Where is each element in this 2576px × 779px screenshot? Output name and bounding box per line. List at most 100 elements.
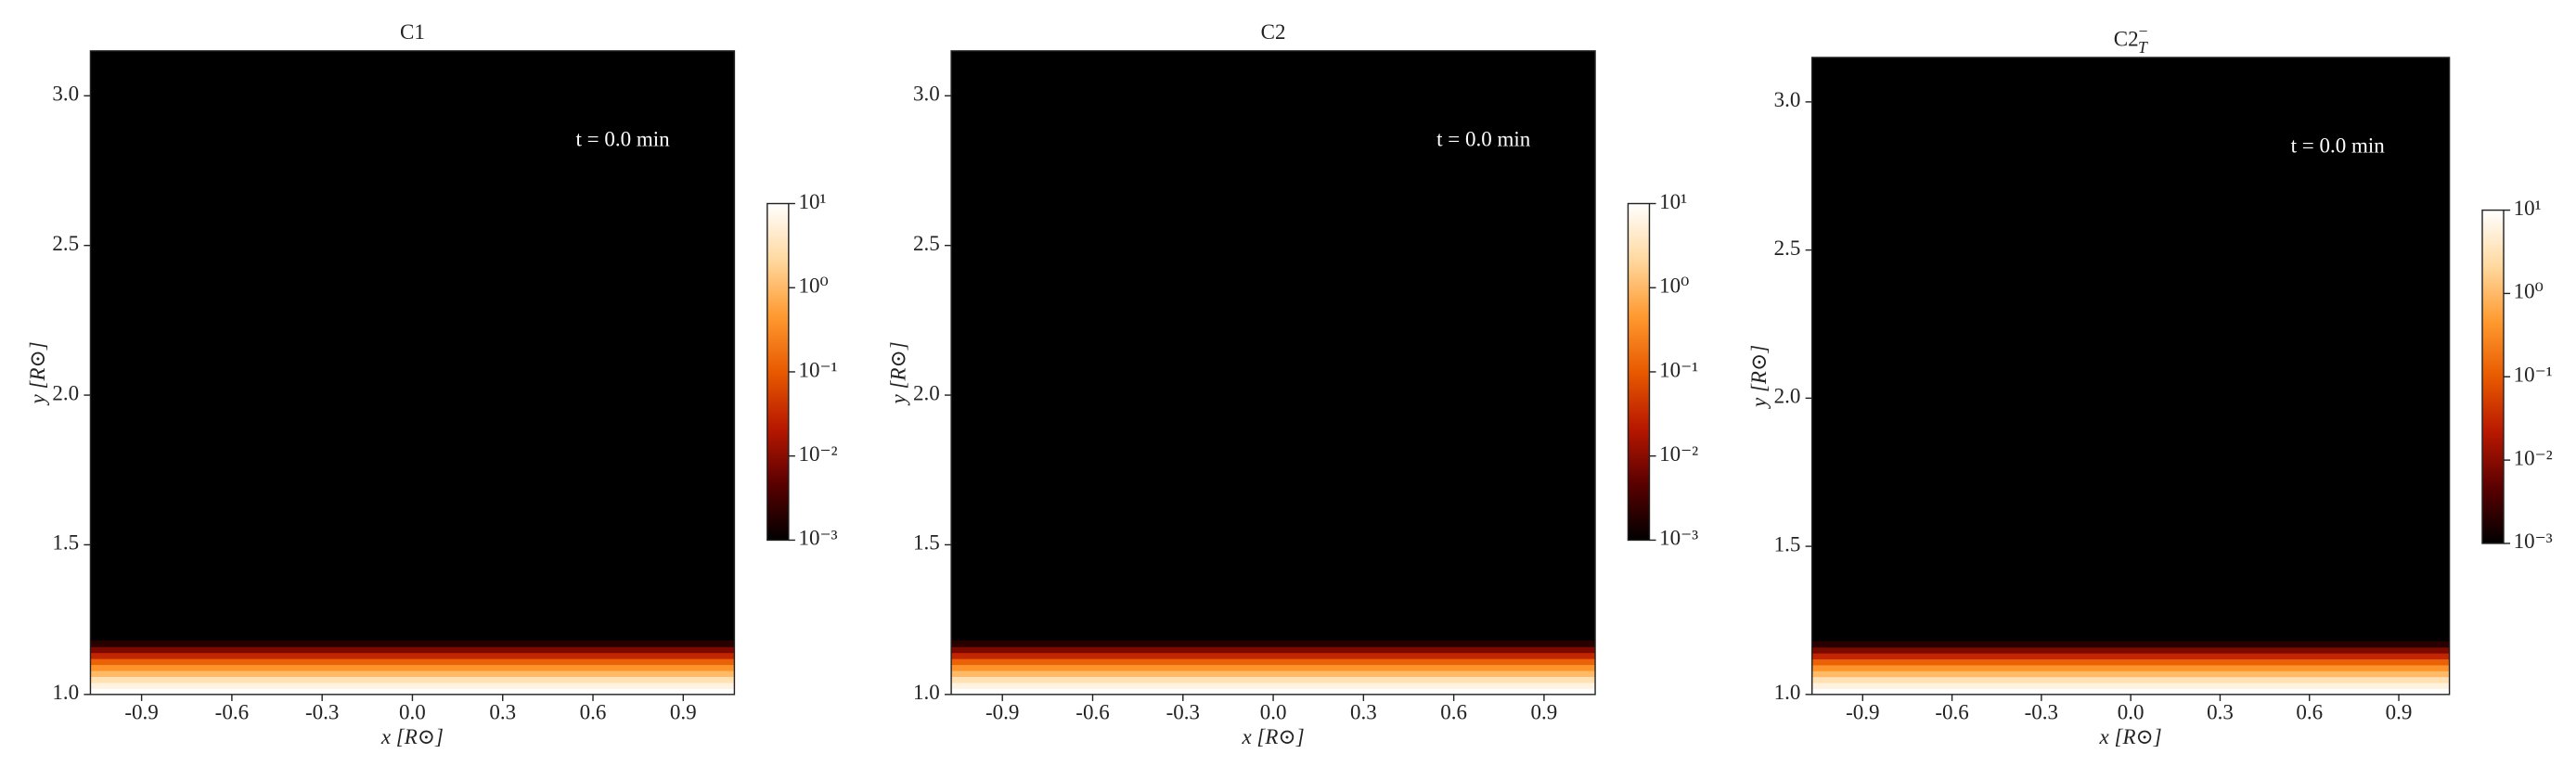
x-axis-label: x [R⊙] [1241, 724, 1304, 748]
heatmap-row [1811, 664, 2450, 671]
chart-title: C2− T [2114, 21, 2148, 57]
x-axis-label: x [R⊙] [2099, 724, 2162, 748]
colorbar-tick-label: 10¹ [2514, 196, 2542, 220]
colorbar-tick-label: 10⁰ [798, 274, 828, 298]
y-tick-label: 2.0 [1774, 384, 1801, 408]
x-tick-label: -0.6 [215, 699, 249, 723]
colorbar-tick-label: 10¹ [1659, 189, 1687, 213]
panel: C2− Tt = 0.0 min-0.9 -0.6 -0.3 0.0 0.3 0.6 0.91… [1746, 21, 2553, 747]
colorbar-tick-label: 10⁻² [2514, 445, 2553, 469]
y-axis-label: y [R⊙] [885, 341, 909, 405]
colorbar-tick-label: 10⁻³ [1659, 526, 1698, 550]
y-tick-label: 2.5 [913, 231, 940, 255]
colorbar-tick-label: 10⁻¹ [2514, 363, 2553, 387]
x-tick-label: 0.0 [399, 699, 426, 723]
x-tick-label: -0.9 [1846, 699, 1879, 723]
title-text: C2 [2114, 27, 2139, 51]
heatmap-row [951, 640, 1596, 647]
y-tick-label: 2.5 [1774, 236, 1801, 260]
x-tick-label: -0.3 [305, 699, 339, 723]
y-tick-label: 1.0 [52, 680, 79, 704]
colorbar-tick-label: 10⁻¹ [798, 357, 837, 381]
heatmap-row [90, 682, 735, 689]
panel: C2 t = 0.0 min -0.9 -0.6 -0.3 0.0 0.3 0.6 0.9 1.0… [885, 19, 1698, 747]
heatmap-row [1811, 653, 2450, 660]
x-tick-label: 0.6 [580, 699, 607, 723]
annotation: t = 0.0 min [575, 127, 670, 151]
plot-area [90, 50, 735, 695]
heatmap-row [90, 670, 735, 677]
colorbar-tick-label: 10¹ [798, 189, 826, 213]
heatmap-row [90, 640, 735, 647]
title-superscript: − [2139, 21, 2148, 40]
heatmap-row [1811, 641, 2450, 648]
colorbar [1627, 202, 1651, 542]
x-tick-label: 0.3 [489, 699, 516, 723]
colorbar-tick-label: 10⁻² [798, 441, 837, 466]
heatmap-row [951, 658, 1596, 666]
heatmap-row [90, 652, 735, 659]
colorbar-tick-label: 10⁻¹ [1659, 357, 1698, 381]
x-tick-label: 0.0 [1260, 699, 1287, 723]
heatmap-row [90, 688, 735, 696]
x-tick-label: 0.3 [2207, 699, 2234, 723]
colorbar-tick-label: 10⁰ [2514, 279, 2544, 303]
colorbar-tick-label: 10⁻² [1659, 441, 1698, 466]
y-tick-label: 1.0 [913, 680, 940, 704]
y-tick-label: 3.0 [52, 82, 79, 106]
heatmap-row [90, 664, 735, 671]
y-tick-label: 3.0 [1774, 87, 1801, 111]
plot-area [1811, 57, 2450, 695]
x-tick-label: -0.3 [1166, 699, 1200, 723]
y-tick-label: 1.5 [1774, 531, 1801, 556]
panel: C1 t = 0.0 min -0.9 -0.6 -0.3 0.0 0.3 0.6 0.9 1.0… [25, 19, 838, 747]
y-axis-label: y [R⊙] [1746, 345, 1771, 409]
heatmap-row [90, 646, 735, 654]
y-tick-label: 1.5 [913, 530, 940, 555]
heatmap-row [1811, 670, 2450, 678]
x-tick-label: 0.9 [670, 699, 697, 723]
plot-area [951, 50, 1596, 695]
heatmap-row [1811, 676, 2450, 683]
chart-title: C2 [1261, 19, 1286, 44]
heatmap-row [1811, 646, 2450, 654]
x-tick-label: -0.6 [1935, 699, 1968, 723]
x-tick-label: 0.9 [1531, 699, 1558, 723]
y-tick-label: 2.0 [52, 380, 79, 404]
title-subscript: T [2138, 38, 2148, 57]
x-tick-label: 0.0 [2118, 699, 2145, 723]
annotation: t = 0.0 min [2291, 134, 2386, 158]
heatmap-row [951, 688, 1596, 696]
colorbar-tick-label: 10⁻³ [2514, 529, 2553, 553]
colorbar [2481, 209, 2505, 544]
heatmap-row [90, 658, 735, 666]
colorbar-tick-label: 10⁰ [1659, 274, 1689, 298]
colorbar-tick-label: 10⁻³ [798, 526, 837, 550]
heatmap-row [1811, 688, 2450, 696]
title-text: C1 [400, 19, 425, 44]
y-tick-label: 2.5 [52, 231, 79, 255]
heatmap-row [1811, 683, 2450, 689]
x-axis-label: x [R⊙] [380, 724, 444, 748]
colorbar [766, 202, 790, 542]
x-tick-label: 0.6 [1440, 699, 1467, 723]
x-tick-label: -0.3 [2025, 699, 2058, 723]
x-tick-label: -0.9 [985, 699, 1019, 723]
y-tick-label: 3.0 [913, 82, 940, 106]
y-tick-label: 1.0 [1774, 680, 1801, 704]
heatmap-row [951, 664, 1596, 671]
x-tick-label: 0.3 [1350, 699, 1377, 723]
heatmap-row [951, 682, 1596, 689]
heatmap-row [951, 670, 1596, 677]
title-text: C2 [1261, 19, 1286, 44]
y-axis-label: y [R⊙] [25, 341, 49, 405]
x-tick-label: -0.9 [124, 699, 158, 723]
heatmap-row [90, 676, 735, 683]
heatmap-row [951, 652, 1596, 659]
y-tick-label: 1.5 [52, 530, 79, 555]
chart-title: C1 [400, 19, 425, 44]
x-tick-label: 0.9 [2386, 699, 2413, 723]
annotation: t = 0.0 min [1436, 127, 1531, 151]
